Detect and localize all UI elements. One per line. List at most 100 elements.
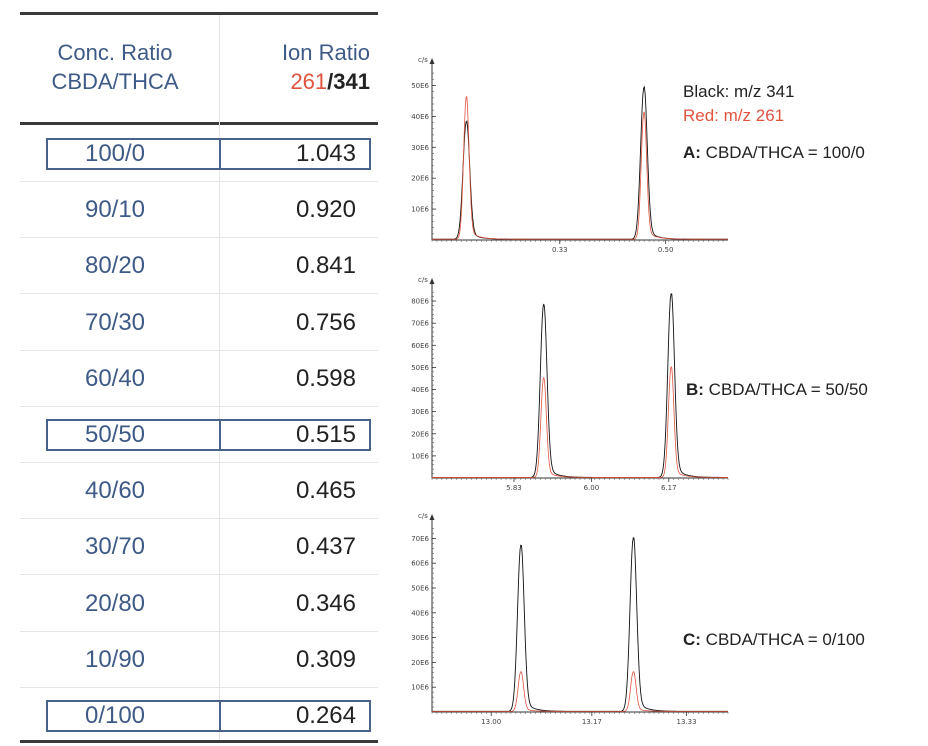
- conc-ratio-cell: 50/50: [84, 421, 146, 448]
- annotation-b-text: CBDA/THCA = 50/50: [703, 380, 868, 399]
- table-row: 80/20 0.841: [20, 238, 378, 295]
- highlight-box-conc: [46, 700, 221, 732]
- table-column-divider: [219, 15, 220, 740]
- row-separator: [20, 405, 378, 407]
- x-tick-label: 13.00: [481, 718, 501, 726]
- ion-ratio-cell: 0.437: [295, 533, 356, 561]
- y-tick-label: 40E6: [411, 609, 429, 617]
- chromatogram-panels: c/s 10E6 20E6 30E6 40E6 50E6 0.33 0.50 c/s 10E6 2…: [400, 0, 730, 746]
- table-row: 70/30 0.756: [20, 295, 378, 351]
- conc-ratio-cell: 70/30: [84, 308, 146, 336]
- x-tick-label: 13.33: [677, 718, 697, 726]
- row-separator: [20, 181, 378, 182]
- ion-ratio-header-341: 341: [333, 69, 370, 94]
- row-separator: [20, 349, 378, 351]
- chromatogram-b: c/s 10E6 20E6 30E6 40E6 50E6 60E6 70E6 80E6 5.83 6…: [411, 276, 729, 492]
- y-tick-label: 10E6: [411, 684, 429, 692]
- annotation-a-text: CBDA/THCA = 100/0: [700, 143, 865, 162]
- ratio-table: Conc. Ratio CBDA/THCA Ion Ratio 261/341 …: [20, 0, 378, 746]
- y-tick-label: 50E6: [411, 82, 429, 90]
- table-row: 40/60 0.465: [20, 463, 378, 520]
- row-separator: [20, 237, 378, 239]
- y-tick-label: 80E6: [411, 298, 429, 306]
- conc-ratio-cell: 30/70: [84, 533, 146, 561]
- x-tick-label: 6.00: [584, 484, 600, 492]
- row-separator: [20, 686, 378, 688]
- table-row: 0/100 0.264: [20, 688, 378, 744]
- series-line-mz341: [432, 537, 728, 712]
- x-tick-label: 0.50: [658, 246, 674, 254]
- annotation-c: C: CBDA/THCA = 0/100: [683, 630, 865, 650]
- ion-ratio-cell: 0.920: [295, 196, 356, 224]
- ion-ratio-cell: 0.841: [295, 252, 356, 280]
- row-separator: [20, 630, 378, 632]
- ion-ratio-header-line1: Ion Ratio: [281, 40, 370, 65]
- table-header-rule: [20, 122, 378, 125]
- y-tick-label: 10E6: [411, 452, 429, 460]
- y-tick-label: 50E6: [411, 364, 429, 372]
- table-row: 10/90 0.309: [20, 632, 378, 688]
- y-tick-label: 60E6: [411, 560, 429, 568]
- y-tick-label: 30E6: [411, 408, 429, 416]
- row-separator: [20, 574, 378, 576]
- conc-ratio-header: Conc. Ratio CBDA/THCA: [20, 38, 210, 96]
- conc-ratio-cell: 80/20: [84, 252, 146, 280]
- x-tick-label: 5.83: [506, 484, 522, 492]
- series-line-mz261: [432, 671, 728, 712]
- annotation-c-key: C:: [683, 630, 701, 649]
- ion-ratio-header-261: 261: [290, 69, 328, 94]
- conc-ratio-cell: 0/100: [84, 702, 146, 729]
- row-separator: [20, 518, 378, 520]
- highlight-box-ion: [219, 700, 371, 732]
- conc-ratio-cell: 90/10: [84, 196, 146, 224]
- highlight-box-ion: [219, 419, 371, 451]
- conc-ratio-header-line1: Conc. Ratio: [57, 40, 173, 65]
- y-tick-label: 20E6: [411, 175, 429, 183]
- y-unit-label: c/s: [418, 276, 428, 284]
- table-bottom-rule: [20, 740, 378, 743]
- y-tick-label: 20E6: [411, 659, 429, 667]
- chromatogram-a: c/s 10E6 20E6 30E6 40E6 50E6 0.33 0.50: [411, 56, 728, 254]
- highlight-box-ion: [219, 138, 371, 170]
- x-tick-label: 0.33: [552, 246, 568, 254]
- annotation-b-key: B:: [686, 380, 704, 399]
- annotation-b: B: CBDA/THCA = 50/50: [686, 380, 868, 400]
- y-tick-label: 60E6: [411, 342, 429, 350]
- conc-ratio-cell: 20/80: [84, 589, 146, 617]
- y-unit-label: c/s: [418, 56, 428, 64]
- y-axis-arrow: [429, 58, 435, 64]
- ion-ratio-header-line2: 261/341: [282, 67, 370, 96]
- ion-ratio-cell: 0.264: [295, 702, 356, 729]
- table-row: 50/50 0.515: [20, 407, 378, 463]
- annotation-a: A: CBDA/THCA = 100/0: [683, 143, 865, 163]
- table-row: 30/70 0.437: [20, 519, 378, 576]
- highlight-box-conc: [46, 419, 221, 451]
- conc-ratio-cell: 10/90: [84, 645, 146, 673]
- ion-ratio-header-slash: /: [327, 69, 334, 94]
- ion-ratio-cell: 0.465: [295, 477, 356, 505]
- y-tick-label: 20E6: [411, 430, 429, 438]
- conc-ratio-cell: 60/40: [84, 364, 146, 392]
- table-row: 100/0 1.043: [20, 126, 378, 182]
- series-line-mz341: [432, 293, 728, 478]
- table-row: 90/10 0.920: [20, 182, 378, 239]
- table-row: 60/40 0.598: [20, 351, 378, 407]
- annotation-c-text: CBDA/THCA = 0/100: [700, 630, 865, 649]
- ion-ratio-cell: 0.756: [295, 308, 356, 336]
- row-separator: [20, 462, 378, 463]
- x-tick-label: 6.17: [661, 484, 677, 492]
- ion-ratio-cell: 0.346: [295, 589, 356, 617]
- y-axis-arrow: [429, 278, 435, 284]
- ion-ratio-cell: 0.515: [295, 421, 356, 448]
- ion-ratio-cell: 0.598: [295, 364, 356, 392]
- y-tick-label: 10E6: [411, 206, 429, 214]
- highlight-box-conc: [46, 138, 221, 170]
- y-tick-label: 50E6: [411, 585, 429, 593]
- annotation-a-key: A:: [683, 143, 701, 162]
- y-tick-label: 70E6: [411, 320, 429, 328]
- conc-ratio-cell: 40/60: [84, 477, 146, 505]
- series-line-mz261: [432, 366, 728, 478]
- conc-ratio-header-line2: CBDA/THCA: [51, 69, 179, 94]
- conc-ratio-cell: 100/0: [84, 140, 146, 167]
- y-axis-arrow: [429, 514, 435, 520]
